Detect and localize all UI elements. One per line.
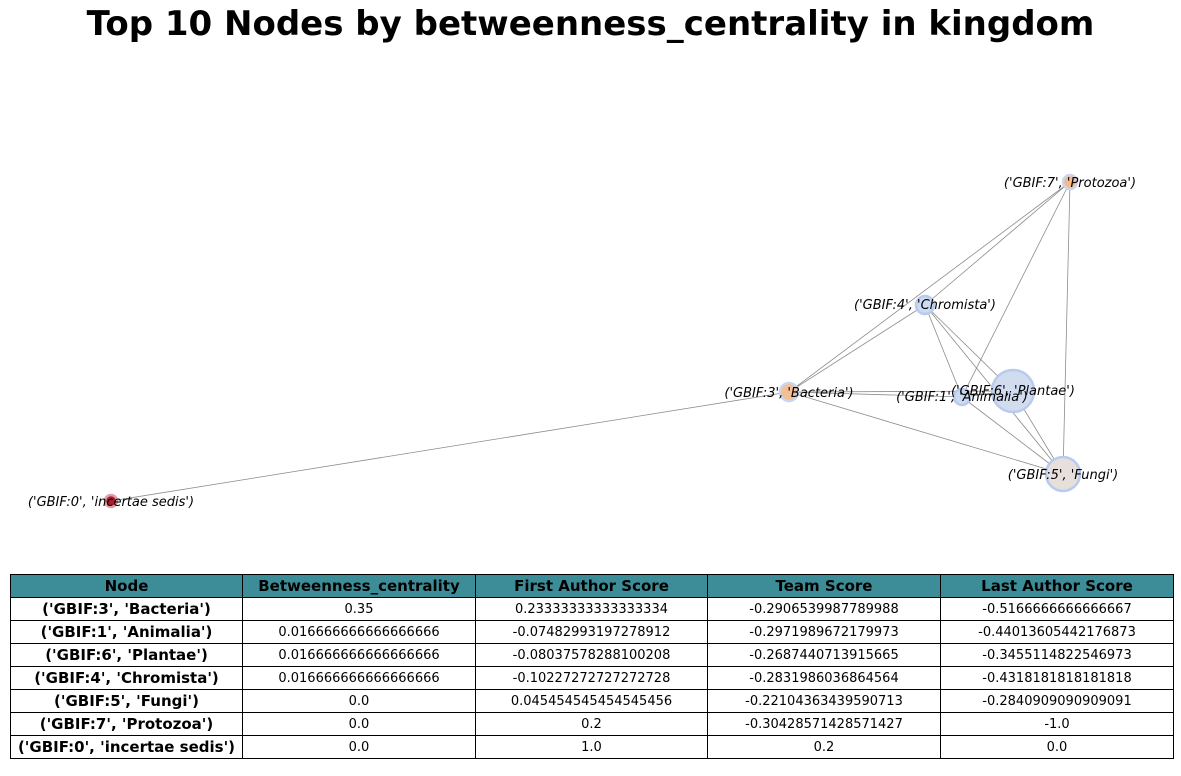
node-cell: ('GBIF:7', 'Protozoa') [10, 712, 243, 736]
edge-GBIF7-GBIF3 [788, 181, 1071, 393]
node-label-gbif7: ('GBIF:7', 'Protozoa') [1004, 176, 1136, 191]
value-cell: 0.35 [242, 597, 476, 621]
value-cell: -0.30428571428571427 [707, 712, 941, 736]
value-cell: 0.0 [242, 712, 476, 736]
value-cell: -0.44013605442176873 [940, 620, 1174, 644]
node-gbif0 [103, 493, 119, 509]
node-layer [103, 173, 1082, 509]
value-cell: -0.10227272727272728 [475, 666, 708, 690]
node-gbif6 [990, 368, 1036, 414]
node-cell: ('GBIF:3', 'Bacteria') [10, 597, 243, 621]
edge-GBIF4-GBIF1 [924, 304, 963, 398]
table-header-row: Node Betweenness_centrality First Author S… [10, 574, 1174, 598]
column-header: Node [10, 574, 243, 598]
column-header: Betweenness_centrality [242, 574, 476, 598]
value-cell: -0.2971989672179973 [707, 620, 941, 644]
value-cell: 0.016666666666666666 [242, 643, 476, 667]
edge-GBIF7-GBIF4 [924, 181, 1071, 306]
node-gbif4 [914, 294, 936, 316]
column-header: Last Author Score [940, 574, 1174, 598]
value-cell: -0.08037578288100208 [475, 643, 708, 667]
value-cell: 0.2 [707, 735, 941, 759]
node-label-gbif6: ('GBIF:6', 'Plantae') [951, 384, 1075, 399]
value-cell: 0.016666666666666666 [242, 620, 476, 644]
value-cell: 1.0 [475, 735, 708, 759]
table-row: ('GBIF:4', 'Chromista') 0.016666666666666… [10, 666, 1174, 690]
centrality-table: Node Betweenness_centrality First Author S… [10, 574, 1174, 759]
node-gbif7 [1061, 173, 1079, 191]
value-cell: -1.0 [940, 712, 1174, 736]
table-row: ('GBIF:6', 'Plantae') 0.01666666666666666… [10, 643, 1174, 667]
node-cell: ('GBIF:0', 'incertae sedis') [10, 735, 243, 759]
value-cell: 0.0 [242, 689, 476, 713]
edge-GBIF4-GBIF3 [788, 304, 926, 393]
table-body: ('GBIF:3', 'Bacteria') 0.35 0.233333333333… [10, 597, 1174, 759]
chart-title: Top 10 Nodes by betweenness_centrality i… [86, 4, 1095, 44]
value-cell: -0.07482993197278912 [475, 620, 708, 644]
value-cell: 0.0 [940, 735, 1174, 759]
value-cell: 0.016666666666666666 [242, 666, 476, 690]
value-cell: -0.22104363439590713 [707, 689, 941, 713]
value-cell: 0.23333333333333334 [475, 597, 708, 621]
node-gbif3 [778, 381, 800, 403]
column-header: Team Score [707, 574, 941, 598]
table-row: ('GBIF:7', 'Protozoa') 0.0 0.2 -0.304285714… [10, 712, 1174, 736]
node-label-gbif1: ('GBIF:1', 'Animalia') [896, 390, 1028, 405]
value-cell: -0.2831986036864564 [707, 666, 941, 690]
node-cell: ('GBIF:5', 'Fungi') [10, 689, 243, 713]
value-cell: -0.4318181818181818 [940, 666, 1174, 690]
network-graph: ('GBIF:7', 'Protozoa') ('GBIF:4', 'Chromi… [28, 173, 1136, 510]
value-cell: -0.3455114822546973 [940, 643, 1174, 667]
node-gbif5 [1044, 455, 1082, 493]
node-label-gbif5: ('GBIF:5', 'Fungi') [1008, 468, 1119, 483]
edge-GBIF1-GBIF5 [961, 396, 1064, 475]
edge-GBIF7-GBIF5 [1062, 181, 1071, 475]
label-layer: ('GBIF:7', 'Protozoa') ('GBIF:4', 'Chromi… [28, 176, 1136, 510]
edge-layer [110, 181, 1071, 502]
value-cell: -0.2906539987789988 [707, 597, 941, 621]
value-cell: 0.0 [242, 735, 476, 759]
value-cell: -0.2687440713915665 [707, 643, 941, 667]
edge-GBIF3-GBIF1 [788, 391, 963, 398]
node-cell: ('GBIF:4', 'Chromista') [10, 666, 243, 690]
value-cell: 0.045454545454545456 [475, 689, 708, 713]
edge-GBIF3-GBIF6 [788, 390, 1014, 393]
edge-GBIF3-GBIF0 [110, 391, 790, 502]
node-gbif1 [952, 387, 972, 407]
node-cell: ('GBIF:1', 'Animalia') [10, 620, 243, 644]
value-cell: -0.5166666666666667 [940, 597, 1174, 621]
table-row: ('GBIF:1', 'Animalia') 0.0166666666666666… [10, 620, 1174, 644]
node-cell: ('GBIF:6', 'Plantae') [10, 643, 243, 667]
value-cell: 0.2 [475, 712, 708, 736]
table-row: ('GBIF:5', 'Fungi') 0.0 0.0454545454545454… [10, 689, 1174, 713]
edge-GBIF7-GBIF1 [961, 181, 1071, 398]
edge-GBIF3-GBIF5 [788, 391, 1064, 475]
table-row: ('GBIF:3', 'Bacteria') 0.35 0.233333333333… [10, 597, 1174, 621]
node-label-gbif4: ('GBIF:4', 'Chromista') [854, 298, 996, 313]
table-row: ('GBIF:0', 'incertae sedis') 0.0 1.0 0.2 0.0 [10, 735, 1174, 759]
value-cell: -0.2840909090909091 [940, 689, 1174, 713]
node-label-gbif0: ('GBIF:0', 'incertae sedis') [28, 495, 194, 510]
column-header: First Author Score [475, 574, 708, 598]
node-label-gbif3: ('GBIF:3', 'Bacteria') [724, 386, 853, 401]
